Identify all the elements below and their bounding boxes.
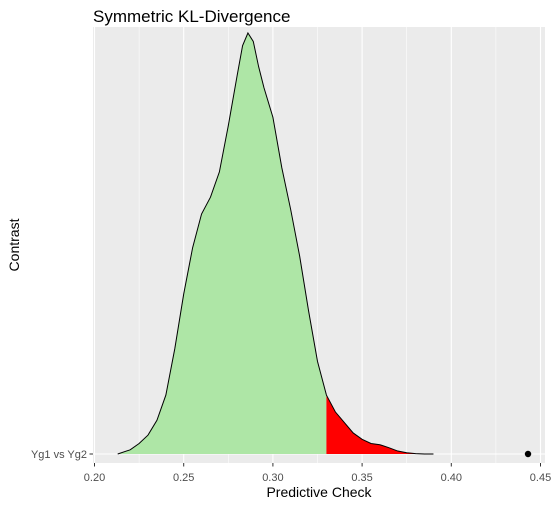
x-tick-label: 0.40 [441,472,462,484]
density-outline [117,31,434,455]
grid-lines [93,27,545,463]
observed-point [524,450,532,458]
y-axis-title: Contrast [6,218,22,271]
x-axis-title: Predictive Check [266,484,372,500]
density-area-below-threshold [117,33,327,454]
x-tick-label: 0.30 [262,472,283,484]
x-axis-ticks: 0.20 0.25 0.30 0.35 0.40 0.45 [84,463,551,484]
y-tick-label: Yg1 vs Yg2 [31,449,87,461]
chart-title: Symmetric KL-Divergence [93,7,290,26]
density-area-above-threshold [326,395,434,454]
x-tick-label: 0.35 [351,472,372,484]
x-tick-label: 0.25 [173,472,194,484]
x-tick-label: 0.45 [530,472,551,484]
y-axis-ticks: Yg1 vs Yg2 [31,449,93,461]
x-tick-label: 0.20 [84,472,105,484]
